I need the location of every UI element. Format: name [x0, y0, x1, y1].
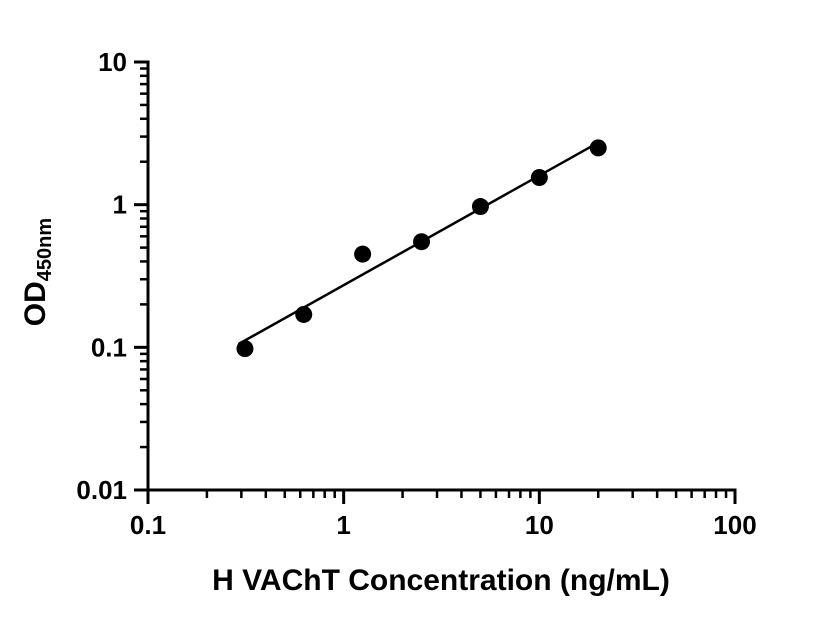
y-axis-title-subscript: 450nm	[34, 217, 56, 282]
data-point	[295, 305, 313, 323]
y-tick-label: 10	[98, 47, 127, 77]
y-tick-label: 0.1	[91, 332, 127, 362]
x-tick-label: 100	[713, 510, 756, 540]
y-tick-label: 1	[113, 190, 127, 220]
y-tick-label: 0.01	[76, 475, 127, 505]
x-tick-label: 0.1	[130, 510, 166, 540]
y-axis-title-main: OD	[19, 281, 52, 327]
data-point	[589, 139, 607, 157]
data-point	[471, 198, 489, 216]
x-tick-label: 10	[525, 510, 554, 540]
data-point	[530, 169, 548, 187]
data-point	[354, 245, 372, 263]
x-axis-title: H VAChT Concentration (ng/mL)	[212, 564, 670, 597]
x-tick-label: 1	[336, 510, 350, 540]
data-point	[236, 340, 254, 358]
y-axis-title: OD450nm	[19, 218, 57, 326]
data-point	[413, 233, 431, 251]
